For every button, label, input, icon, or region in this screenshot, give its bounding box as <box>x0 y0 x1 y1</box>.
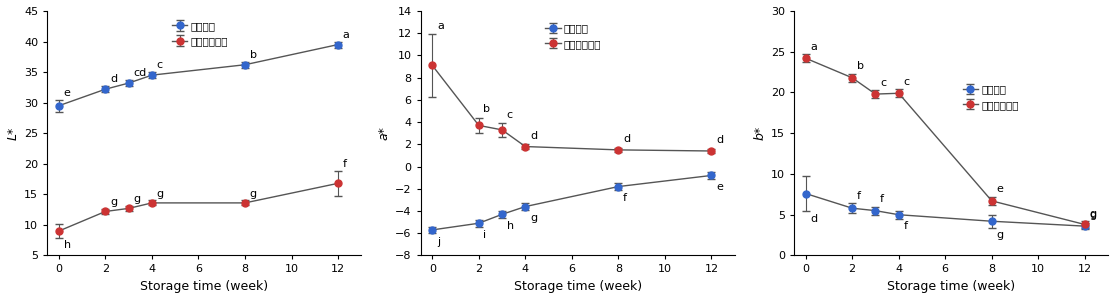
Legend: 저온압착, 고온북음압착: 저온압착, 고온북음압착 <box>545 23 601 49</box>
Text: d: d <box>623 134 630 144</box>
Text: g: g <box>250 189 256 199</box>
Text: f: f <box>856 191 861 201</box>
Text: d: d <box>716 135 724 146</box>
Text: d: d <box>530 131 537 141</box>
Text: g: g <box>110 197 117 207</box>
Y-axis label: b*: b* <box>754 126 767 140</box>
Text: d: d <box>110 74 117 84</box>
Legend: 저온압착, 고온북음압착: 저온압착, 고온북음압착 <box>172 21 229 46</box>
Text: c: c <box>506 110 513 120</box>
Text: b: b <box>250 50 256 60</box>
Text: g: g <box>134 194 140 204</box>
Text: e: e <box>716 182 723 192</box>
X-axis label: Storage time (week): Storage time (week) <box>886 280 1015 293</box>
Text: c: c <box>880 78 886 88</box>
Text: a: a <box>342 30 350 40</box>
Text: e: e <box>997 184 1004 194</box>
Legend: 저온압착, 고온북음압착: 저온압착, 고온북음압착 <box>962 85 1019 110</box>
Text: g: g <box>997 230 1004 240</box>
Text: e: e <box>64 88 70 98</box>
Text: g: g <box>1089 210 1096 220</box>
Text: i: i <box>484 230 486 240</box>
X-axis label: Storage time (week): Storage time (week) <box>140 280 269 293</box>
Text: a: a <box>811 42 817 52</box>
Text: cd: cd <box>134 68 146 78</box>
Text: c: c <box>156 60 163 70</box>
Text: f: f <box>342 159 347 169</box>
Text: j: j <box>437 237 440 247</box>
Text: b: b <box>484 104 491 114</box>
Text: g: g <box>530 213 537 223</box>
Text: b: b <box>856 61 864 71</box>
Text: f: f <box>623 193 627 203</box>
Text: g: g <box>1089 209 1096 219</box>
Y-axis label: L*: L* <box>7 127 20 140</box>
Y-axis label: a*: a* <box>378 126 391 140</box>
Text: f: f <box>903 221 908 231</box>
Text: g: g <box>156 189 164 199</box>
Text: h: h <box>506 221 514 231</box>
Text: a: a <box>437 21 444 31</box>
Text: f: f <box>880 194 884 204</box>
Text: h: h <box>64 240 70 250</box>
Text: c: c <box>903 77 910 87</box>
Text: d: d <box>811 214 817 224</box>
X-axis label: Storage time (week): Storage time (week) <box>514 280 642 293</box>
